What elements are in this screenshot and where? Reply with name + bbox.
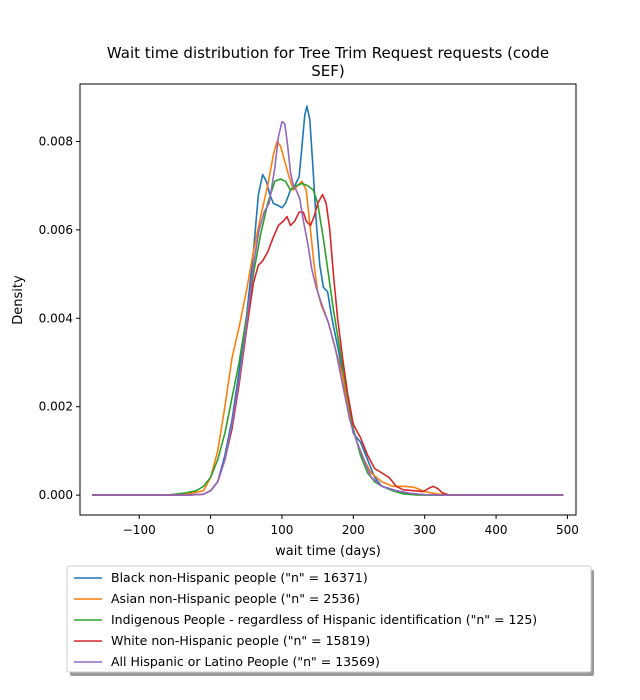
- x-tick-label: 200: [342, 523, 365, 537]
- y-axis-ticks: 0.000 0.002 0.004 0.006 0.008: [39, 134, 80, 502]
- x-axis-label: wait time (days): [275, 544, 381, 559]
- x-tick-label: 0: [207, 523, 215, 537]
- y-axis-label: Density: [11, 275, 26, 325]
- series-line-2: [92, 140, 564, 496]
- y-tick-label: 0.006: [39, 223, 73, 237]
- y-tick-label: 0.008: [39, 134, 73, 148]
- plot-area-frame: [79, 83, 577, 516]
- series-line-4: [92, 193, 564, 496]
- legend-box: [66, 565, 592, 673]
- x-tick-label: 400: [485, 523, 508, 537]
- legend-label-4: White non-Hispanic people ("n" = 15819): [111, 633, 370, 648]
- y-tick-label: 0.004: [39, 311, 73, 325]
- x-axis-ticks: −100 0 100 200 300 400 500: [123, 515, 579, 537]
- x-tick-label: 500: [556, 523, 579, 537]
- x-tick-label: −100: [123, 523, 156, 537]
- y-tick-label: 0.000: [39, 488, 73, 502]
- chart-title-line-2: SEF): [311, 62, 344, 80]
- series-line-3: [92, 178, 564, 496]
- legend-label-3: Indigenous People - regardless of Hispan…: [111, 612, 537, 627]
- y-tick-label: 0.002: [39, 400, 73, 414]
- legend-label-2: Asian non-Hispanic people ("n" = 2536): [111, 591, 360, 606]
- chart-title-line-1: Wait time distribution for Tree Trim Req…: [107, 44, 549, 62]
- series-line-5: [92, 120, 564, 496]
- legend: Black non-Hispanic people ("n" = 16371) A…: [66, 565, 594, 676]
- x-tick-label: 100: [271, 523, 294, 537]
- x-tick-label: 300: [413, 523, 436, 537]
- series-line-1: [92, 105, 564, 496]
- series-lines: [92, 105, 564, 496]
- legend-label-1: Black non-Hispanic people ("n" = 16371): [111, 570, 368, 585]
- legend-entries: Black non-Hispanic people ("n" = 16371) A…: [74, 570, 537, 669]
- legend-label-5: All Hispanic or Latino People ("n" = 135…: [111, 654, 380, 669]
